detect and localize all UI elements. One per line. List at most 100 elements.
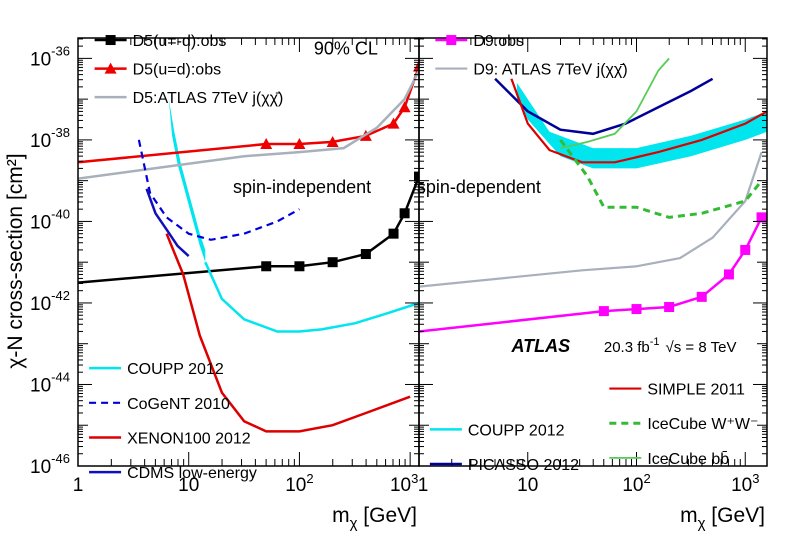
legend-entry-cdms-low-energy: CDMS low-energy <box>89 465 257 482</box>
x-tick-label: 1 <box>418 475 429 496</box>
spin-dependent-label: spin-dependent <box>417 177 541 197</box>
x-tick-label: 102 <box>622 471 650 496</box>
series-line <box>560 57 670 149</box>
legend-entry-simple-2011: SIMPLE 2011 <box>609 382 745 399</box>
data-point-square <box>261 261 272 272</box>
y-tick-label: 10-46 <box>30 451 70 478</box>
x-tick-label: 103 <box>731 471 759 496</box>
series-line <box>78 70 419 180</box>
data-point-triangle <box>326 135 339 147</box>
y-tick-label: 10-38 <box>30 125 70 152</box>
series-line <box>204 261 419 333</box>
x-tick-label: 103 <box>390 471 418 496</box>
legend-label: IceCube bb̄ <box>647 450 729 467</box>
x-tick-label: 1 <box>73 475 84 496</box>
legend-label: XENON100 2012 <box>127 430 251 447</box>
legend-entry-d5-atlas-7tev-j: D5:ATLAS 7TeV j(χχ̄) <box>94 90 284 107</box>
x-ticks-left <box>77 38 411 466</box>
data-point-triangle <box>293 137 306 149</box>
atlas-label: ATLAS <box>510 336 570 356</box>
y-tick-label: 10-42 <box>30 288 70 315</box>
series-d5-u-d-obs-left <box>78 60 419 164</box>
data-point-square <box>631 304 642 315</box>
y-axis-title-group: χ-N cross-section [cm²] <box>4 153 27 368</box>
data-point-triangle <box>413 60 419 72</box>
series-d9-atlas-7tev-j-right <box>419 151 763 288</box>
legend-entry-coupp-2012: COUPP 2012 <box>89 361 224 378</box>
legend-entry-cogent-2010: CoGeNT 2010 <box>89 396 230 413</box>
legend-label: D9: ATLAS 7TeV j(χχ̄) <box>473 62 627 79</box>
legend-label: D5(u=-d):obs <box>133 33 227 50</box>
spin-independent-label: spin-independent <box>233 177 371 197</box>
legend-entry-d5-u-d-obs: D5(u=d):obs <box>94 62 221 79</box>
data-point-triangle <box>260 137 273 149</box>
data-point-square <box>664 302 675 313</box>
series-line <box>559 139 763 219</box>
x-tick-label: 10 <box>517 475 538 496</box>
data-point-square <box>294 261 305 272</box>
y-ticks-left <box>78 38 419 467</box>
y-tick-label: 10-36 <box>30 43 70 70</box>
legend-marker <box>104 62 117 74</box>
y-tick-label: 10-44 <box>30 369 70 396</box>
series-simple-2011-right <box>510 78 767 164</box>
series-line <box>419 151 763 288</box>
data-point-triangle <box>398 101 411 113</box>
data-point-square <box>414 171 419 182</box>
right-panel: 1 10 102 103 mχ [GeV] spin-dependent ATLAS 20.3… <box>417 33 768 532</box>
legend-label: COUPP 2012 <box>468 422 565 439</box>
y-ticks-right <box>419 38 767 467</box>
series-icecube-bb-right <box>560 57 670 149</box>
legend-entry-icecube-bb: IceCube bb̄ <box>609 450 729 468</box>
legend-entry-icecube-w-w: IceCube W⁺W⁻ <box>609 416 758 433</box>
legend-marker <box>105 35 116 46</box>
plot-frame-right <box>418 37 768 467</box>
data-point-triangle <box>387 117 400 129</box>
series-d5-u-d-obs-left <box>78 171 419 284</box>
legend-marker <box>446 35 457 46</box>
x-ticks-right <box>418 38 746 466</box>
data-point-square <box>723 269 734 280</box>
legend-label: CoGeNT 2010 <box>127 396 230 413</box>
legend-label: COUPP 2012 <box>127 361 224 378</box>
data-point-square <box>598 306 609 317</box>
series-d9-obs-right <box>419 212 767 333</box>
series-line <box>137 139 300 241</box>
legend-label: D5:ATLAS 7TeV j(χχ̄) <box>133 90 284 107</box>
series-line <box>419 216 763 333</box>
data-point-square <box>388 228 399 239</box>
series-cogent-2010-left <box>137 139 300 241</box>
series-picasso-2012-right <box>494 77 714 136</box>
legend-entry-picasso-2012: PICASSO 2012 <box>429 457 579 474</box>
legend-label: SIMPLE 2011 <box>647 382 745 399</box>
legend-label: D9:obs <box>473 33 524 50</box>
data-point-square <box>399 208 410 219</box>
series-line <box>494 77 714 136</box>
data-point-square <box>360 249 371 260</box>
legend-entry-d9-obs: D9:obs <box>435 33 524 50</box>
legend-entry-d9-atlas-7tev-j: D9: ATLAS 7TeV j(χχ̄) <box>435 62 628 79</box>
series-line <box>165 233 411 433</box>
data-point-square <box>696 291 707 302</box>
x-tick-label: 102 <box>285 471 313 496</box>
y-tick-label: 10-40 <box>30 206 70 233</box>
left-panel: 1 10 102 103 mχ [GeV] 10-46 10-44 10-42 10-40 10-… <box>30 33 420 532</box>
series-line <box>145 188 190 258</box>
series-coupp-2012-left <box>204 261 419 333</box>
series-line <box>510 78 767 164</box>
series-xenon100-2012-left <box>165 233 411 433</box>
legend-entry-xenon100-2012: XENON100 2012 <box>89 430 251 447</box>
x-tick-label: 10 <box>178 475 199 496</box>
series-cdms-low-energy-left <box>145 188 190 258</box>
legend-entry-d5-u-d-obs: D5(u=-d):obs <box>94 33 227 50</box>
lumi-label: 20.3 fb-1 √s = 8 TeV <box>604 336 737 356</box>
legend-label: CDMS low-energy <box>127 465 257 482</box>
data-point-square <box>327 257 338 268</box>
legend-label: PICASSO 2012 <box>468 457 579 474</box>
coupp-band-left <box>168 99 206 263</box>
data-point-square <box>740 244 751 255</box>
legend-entry-coupp-2012: COUPP 2012 <box>429 422 565 439</box>
data-point-square <box>756 212 767 223</box>
y-axis-title: χ-N cross-section [cm²] <box>4 153 27 368</box>
